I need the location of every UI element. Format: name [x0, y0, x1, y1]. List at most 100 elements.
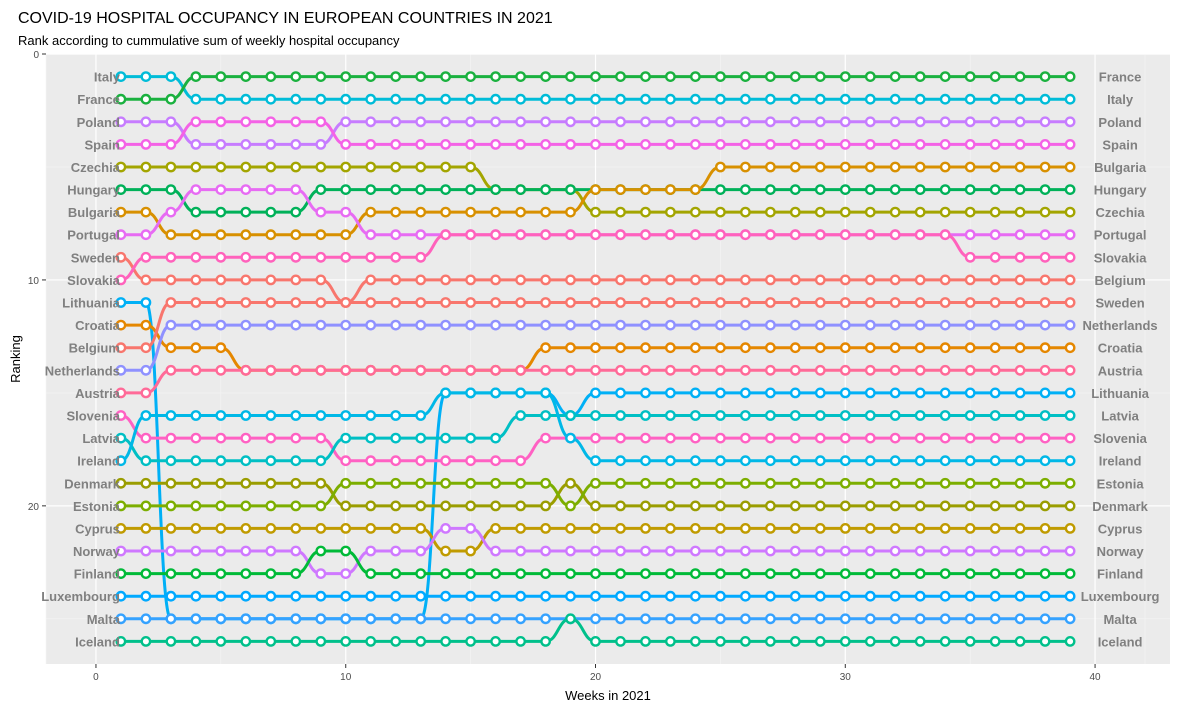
data-point-italy [964, 93, 976, 105]
data-point-portugal [115, 229, 127, 241]
data-point-france [490, 71, 501, 83]
data-point-portugal [315, 206, 327, 218]
data-point-iceland [715, 636, 726, 647]
data-point-croatia [165, 342, 177, 354]
data-point-croatia [814, 342, 826, 354]
data-point-czechia [765, 206, 776, 218]
data-point-belgium [1014, 274, 1026, 286]
data-point-spain [240, 116, 252, 128]
data-point-slovenia [615, 432, 626, 444]
data-point-italy [1064, 93, 1076, 105]
data-point-iceland [839, 636, 851, 647]
data-point-italy [939, 93, 951, 105]
data-point-slovakia [839, 229, 851, 241]
data-point-spain [864, 138, 876, 150]
data-point-italy [140, 71, 152, 83]
data-point-france [1039, 71, 1051, 83]
data-point-finland [340, 545, 352, 557]
y-axis-title: Ranking [8, 335, 23, 383]
data-point-france [989, 71, 1001, 83]
data-point-lithuania [640, 387, 651, 399]
data-point-hungary [165, 184, 177, 196]
data-point-italy [889, 93, 901, 105]
data-point-bulgaria [640, 184, 651, 196]
data-point-france [315, 71, 327, 83]
data-point-netherlands [814, 319, 826, 331]
data-point-finland [640, 568, 651, 579]
data-point-belgium [889, 274, 901, 286]
data-point-belgium [465, 274, 476, 286]
data-point-austria [365, 364, 377, 376]
data-point-luxembourg [115, 590, 127, 602]
right-label-iceland: Iceland [1098, 634, 1143, 649]
data-point-luxembourg [1064, 590, 1076, 602]
x-tick-label: 10 [340, 672, 352, 683]
data-point-hungary [290, 206, 302, 218]
data-point-portugal [1014, 229, 1026, 241]
data-point-czechia [889, 206, 901, 218]
data-point-ireland [540, 387, 551, 399]
data-point-poland [340, 116, 352, 128]
data-point-austria [814, 364, 826, 376]
data-point-estonia [715, 477, 726, 489]
data-point-luxembourg [665, 590, 676, 602]
data-point-cyprus [914, 523, 926, 534]
data-point-malta [265, 613, 277, 625]
data-point-latvia [340, 432, 352, 444]
data-point-iceland [765, 636, 776, 647]
data-point-ireland [390, 410, 402, 421]
data-point-denmark [190, 477, 202, 489]
data-point-slovenia [340, 455, 352, 467]
data-point-spain [415, 138, 427, 150]
right-label-spain: Spain [1102, 137, 1137, 152]
left-label-latvia: Latvia [82, 431, 120, 446]
data-point-norway [690, 545, 701, 557]
data-point-slovakia [290, 251, 302, 263]
data-point-latvia [690, 410, 701, 421]
data-point-croatia [1039, 342, 1051, 354]
left-label-slovakia: Slovakia [67, 273, 121, 288]
data-point-latvia [440, 432, 451, 444]
data-point-slovenia [964, 432, 976, 444]
data-point-denmark [465, 500, 476, 512]
data-point-lithuania [989, 387, 1001, 399]
data-point-slovakia [740, 229, 751, 241]
data-point-ireland [365, 410, 377, 421]
data-point-finland [1039, 568, 1051, 579]
data-point-slovakia [590, 229, 601, 241]
data-point-iceland [1039, 636, 1051, 647]
data-point-netherlands [839, 319, 851, 331]
data-point-luxembourg [640, 590, 651, 602]
data-point-lithuania [1064, 387, 1076, 399]
data-point-hungary [789, 184, 801, 196]
data-point-malta [415, 613, 427, 625]
data-point-slovakia [889, 229, 901, 241]
data-point-bulgaria [215, 229, 227, 241]
data-point-france [340, 71, 352, 83]
data-point-lithuania [740, 387, 751, 399]
data-point-luxembourg [315, 590, 327, 602]
data-point-bulgaria [615, 184, 626, 196]
data-point-latvia [140, 455, 152, 467]
left-label-luxembourg: Luxembourg [41, 589, 120, 604]
data-point-denmark [789, 500, 801, 512]
data-point-sweden [565, 297, 576, 308]
data-point-sweden [615, 297, 626, 308]
data-point-spain [315, 116, 327, 128]
data-point-finland [665, 568, 676, 579]
data-point-cyprus [715, 523, 726, 534]
data-point-iceland [440, 636, 451, 647]
data-point-spain [690, 138, 701, 150]
data-point-norway [590, 545, 601, 557]
data-point-iceland [215, 636, 227, 647]
data-point-poland [989, 116, 1001, 128]
data-point-iceland [340, 636, 352, 647]
data-point-latvia [864, 410, 876, 421]
data-point-sweden [140, 274, 152, 286]
data-point-spain [989, 138, 1001, 150]
data-point-hungary [140, 184, 152, 196]
data-point-bulgaria [1039, 161, 1051, 173]
data-point-france [839, 71, 851, 83]
data-point-belgium [540, 274, 551, 286]
data-point-sweden [515, 297, 526, 308]
